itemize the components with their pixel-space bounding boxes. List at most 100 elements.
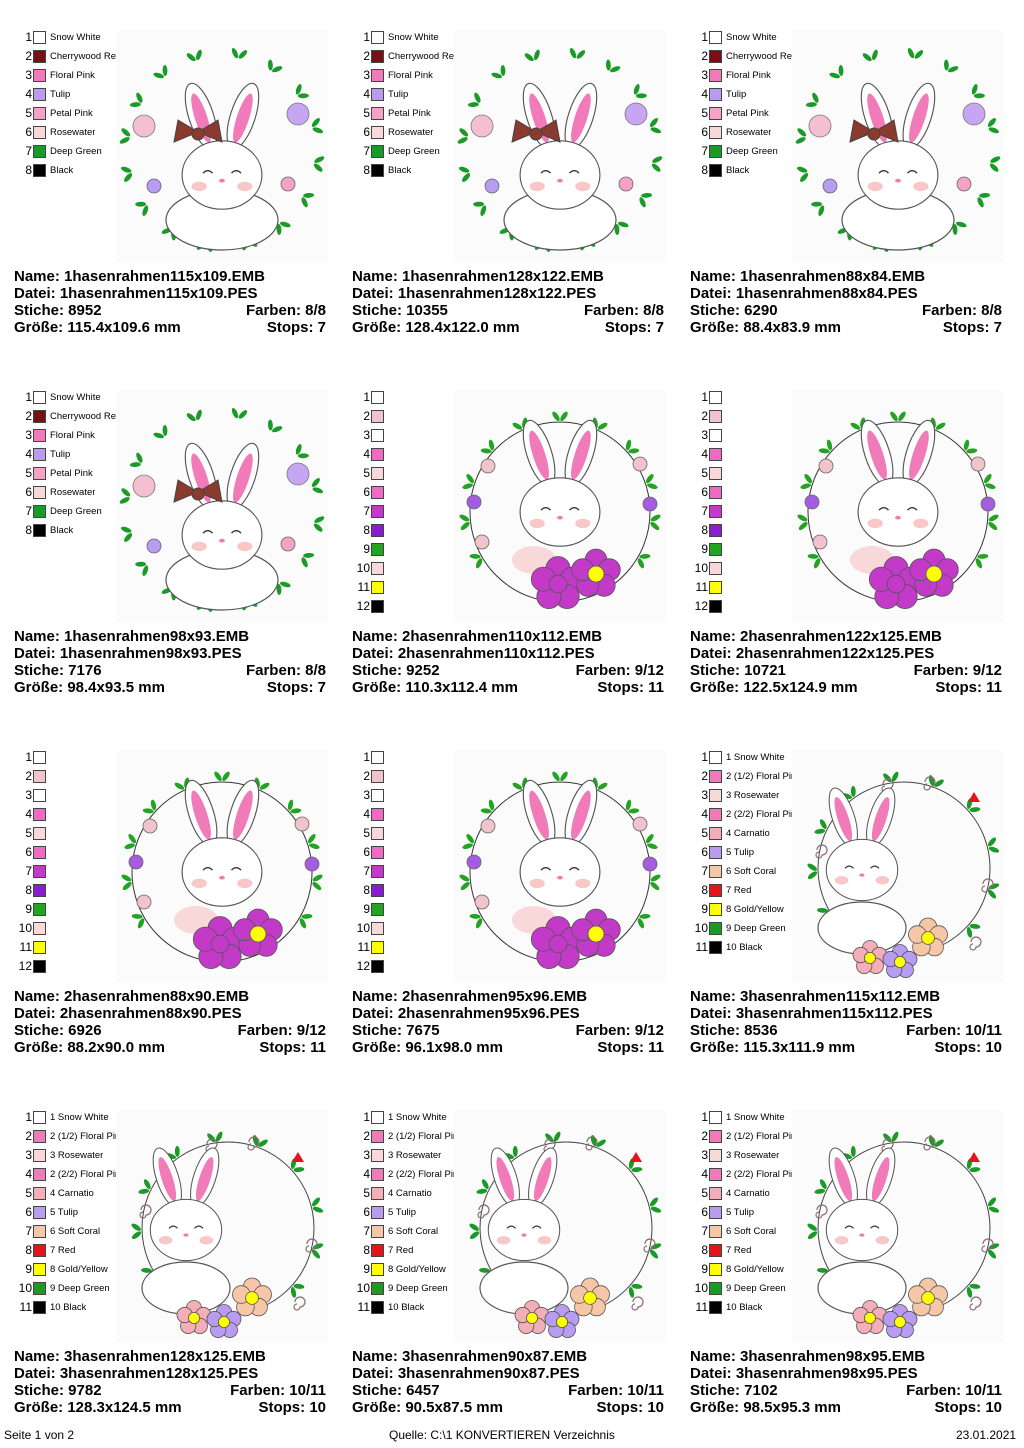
swatch-color-box: [33, 69, 46, 82]
embroidery-preview-image: [792, 390, 1004, 622]
swatch-label: 7 Red: [726, 1245, 752, 1256]
color-swatch-row: 8 7 Red: [694, 881, 804, 900]
swatch-label: Black: [726, 165, 750, 176]
print-date: 23.01.2021: [956, 1428, 1017, 1442]
design-info: Name: 2hasenrahmen110x112.EMB Datei: 2ha…: [352, 628, 664, 696]
color-swatch-row: 10 9 Deep Green: [694, 919, 804, 938]
swatch-number: 1: [363, 1110, 370, 1124]
swatch-number: 2: [25, 409, 32, 423]
design-file: Datei: 3hasenrahmen90x87.PES: [352, 1365, 580, 1382]
swatch-label: Floral Pink: [388, 70, 433, 81]
swatch-number: 8: [25, 523, 32, 537]
design-info: Name: 1hasenrahmen88x84.EMB Datei: 1hase…: [690, 268, 1002, 336]
color-swatch-row: 4 Tulip: [694, 85, 804, 104]
swatch-label: Tulip: [50, 89, 71, 100]
swatch-color-box: [371, 391, 384, 404]
swatch-color-box: [371, 448, 384, 461]
swatch-color-box: [33, 145, 46, 158]
color-swatch-list: 1 1 Snow White 2 2 (1/2) Floral Pink 3 3 Rose…: [356, 1108, 466, 1317]
swatch-label: 1 Snow White: [388, 1112, 447, 1123]
swatch-color-box: [709, 922, 722, 935]
color-swatch-row: 7 Deep Green: [356, 142, 466, 161]
swatch-label: 8 Gold/Yellow: [726, 904, 784, 915]
swatch-color-box: [33, 467, 46, 480]
stitch-count: Stiche: 7102: [690, 1382, 778, 1399]
color-count: Farben: 8/8: [245, 302, 326, 319]
color-swatch-row: 4: [18, 805, 128, 824]
color-swatch-row: 9 8 Gold/Yellow: [694, 900, 804, 919]
swatch-number: 10: [694, 921, 708, 935]
design-file: Datei: 1hasenrahmen98x93.PES: [14, 645, 242, 662]
swatch-color-box: [371, 1111, 384, 1124]
swatch-label: 1 Snow White: [726, 752, 785, 763]
color-swatch-row: 10 9 Deep Green: [356, 1279, 466, 1298]
color-swatch-row: 5 4 Carnatio: [694, 1184, 804, 1203]
swatch-color-box: [709, 846, 722, 859]
swatch-color-box: [371, 126, 384, 139]
design-size: Größe: 90.5x87.5 mm: [352, 1399, 503, 1416]
swatch-label: Tulip: [50, 449, 71, 460]
swatch-number: 5: [701, 466, 708, 480]
design-name: Name: 2hasenrahmen88x90.EMB: [14, 988, 250, 1005]
swatch-number: 9: [25, 902, 32, 916]
swatch-number: 1: [363, 30, 370, 44]
color-swatch-row: 2: [18, 767, 128, 786]
swatch-color-box: [33, 126, 46, 139]
swatch-label: 4 Carnatio: [50, 1188, 94, 1199]
swatch-color-box: [33, 865, 46, 878]
swatch-number: 12: [356, 959, 370, 973]
swatch-number: 8: [363, 163, 370, 177]
swatch-color-box: [33, 751, 46, 764]
swatch-number: 3: [701, 68, 708, 82]
stop-count: Stops: 7: [604, 319, 664, 336]
color-swatch-row: 3 3 Rosewater: [18, 1146, 128, 1165]
swatch-color-box: [709, 1187, 722, 1200]
stitch-count: Stiche: 7176: [14, 662, 102, 679]
swatch-color-box: [371, 770, 384, 783]
color-swatch-row: 7 6 Soft Coral: [356, 1222, 466, 1241]
swatch-color-box: [371, 505, 384, 518]
design-card: 1 2 3 4 5 6 7 8 9 10 11 12 Name: 2hasenrahmen95x96.…: [352, 748, 672, 1088]
design-size: Größe: 88.4x83.9 mm: [690, 319, 841, 336]
swatch-color-box: [371, 1282, 384, 1295]
swatch-number: 8: [701, 1243, 708, 1257]
color-swatch-row: 6 Rosewater: [18, 483, 128, 502]
swatch-color-box: [371, 107, 384, 120]
design-name: Name: 3hasenrahmen90x87.EMB: [352, 1348, 588, 1365]
swatch-color-box: [371, 960, 384, 973]
swatch-color-box: [709, 486, 722, 499]
swatch-label: 4 Carnatio: [388, 1188, 432, 1199]
design-name: Name: 2hasenrahmen95x96.EMB: [352, 988, 588, 1005]
swatch-label: Black: [50, 525, 74, 536]
design-card: 1 1 Snow White 2 2 (1/2) Floral Pink 3 3 Rose…: [352, 1108, 672, 1448]
swatch-number: 8: [701, 163, 708, 177]
color-count: Farben: 8/8: [583, 302, 664, 319]
design-size: Größe: 115.3x111.9 mm: [690, 1039, 856, 1056]
swatch-number: 11: [19, 940, 32, 954]
swatch-color-box: [709, 524, 722, 537]
color-swatch-row: 11 10 Black: [694, 938, 804, 957]
color-swatch-row: 1 Snow White: [356, 28, 466, 47]
swatch-color-box: [371, 600, 384, 613]
swatch-number: 4: [701, 807, 708, 821]
color-count: Farben: 10/11: [906, 1022, 1002, 1039]
swatch-color-box: [371, 562, 384, 575]
embroidery-preview-image: [116, 30, 328, 262]
color-swatch-row: 11 10 Black: [356, 1298, 466, 1317]
swatch-label: 2 (1/2) Floral Pink: [726, 771, 801, 782]
color-swatch-row: 8: [356, 521, 466, 540]
swatch-color-box: [709, 31, 722, 44]
color-swatch-list: 1 Snow White 2 Cherrywood Red 3 Floral Pink 4 T…: [18, 388, 128, 540]
design-name: Name: 1hasenrahmen98x93.EMB: [14, 628, 250, 645]
stop-count: Stops: 7: [266, 319, 326, 336]
swatch-number: 9: [363, 1262, 370, 1276]
design-size: Größe: 110.3x112.4 mm: [352, 679, 518, 696]
design-file: Datei: 1hasenrahmen88x84.PES: [690, 285, 918, 302]
swatch-color-box: [709, 827, 722, 840]
swatch-color-box: [371, 581, 384, 594]
swatch-label: 6 Soft Coral: [388, 1226, 439, 1237]
color-swatch-row: 6: [18, 843, 128, 862]
swatch-color-box: [709, 448, 722, 461]
color-swatch-row: 4 Tulip: [356, 85, 466, 104]
swatch-label: Rosewater: [726, 127, 772, 138]
